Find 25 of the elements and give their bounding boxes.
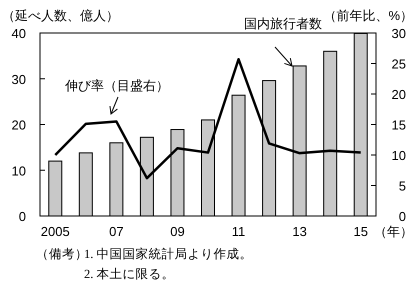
y2-tick-label: 5 — [398, 178, 406, 194]
y2-tick-label: 10 — [392, 148, 406, 163]
y2-tick-label: 0 — [398, 209, 406, 224]
x-tick-label: 09 — [170, 224, 185, 239]
text: 伸び率（目盛右） — [64, 78, 169, 93]
series-label: 国内旅行者数 — [244, 16, 322, 31]
x-tick-label: 2005 — [40, 224, 70, 239]
text: 1. 中国国家統計局より作成。 — [84, 246, 252, 261]
x-tick-label: 11 — [232, 224, 246, 239]
y-tick-label: 30 — [12, 72, 26, 87]
text: 2. 本土に限る。 — [84, 267, 174, 281]
y2-axis-title: （前年比、%） — [323, 8, 413, 23]
y-tick-label: 0 — [18, 209, 26, 224]
y-tick-label: 20 — [12, 118, 26, 132]
y2-tick-label: 15 — [392, 118, 406, 132]
x-tick-label: 07 — [109, 224, 124, 239]
y-tick-label: 10 — [12, 163, 26, 178]
y2-tick-label: 30 — [392, 26, 406, 41]
y-axis-title: （延べ人数、億人） — [2, 8, 119, 23]
x-tick-label: 13 — [292, 224, 307, 239]
x-tick-label: 15 — [353, 224, 368, 239]
y2-tick-label: 25 — [392, 56, 406, 72]
y-tick-label: 40 — [12, 26, 26, 41]
x-axis-title: （年） — [374, 224, 413, 239]
y2-tick-label: 20 — [392, 87, 406, 102]
